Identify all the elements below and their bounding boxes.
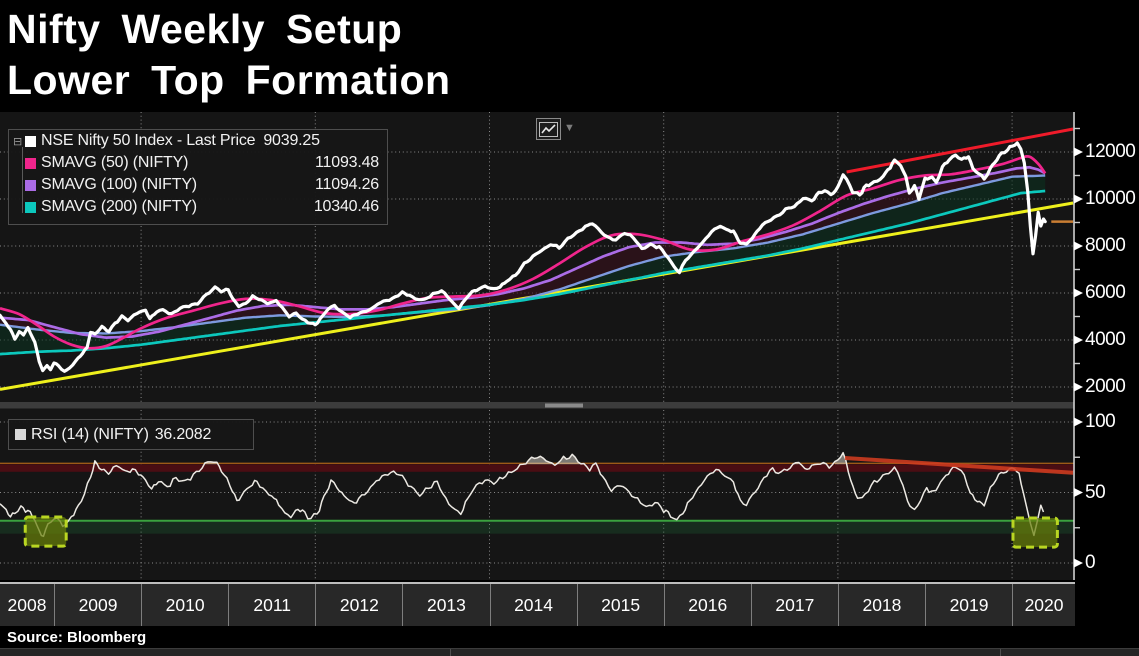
y-axis-tick-arrow [1074, 335, 1083, 345]
price-line [0, 141, 1047, 373]
rsi-legend-value: 36.2082 [154, 425, 212, 443]
x-axis-year-label: 2009 [54, 584, 141, 626]
y-axis-tick-arrow [1074, 488, 1083, 497]
rsi-overbought-band [0, 464, 1074, 472]
panel-divider[interactable] [0, 402, 1074, 409]
rsi-trendline[interactable] [844, 456, 1074, 475]
legend-label: SMAVG (200) (NIFTY) [41, 198, 197, 215]
legend-label: NSE Nifty 50 Index - Last Price [41, 132, 256, 149]
legend-swatch [25, 157, 36, 169]
legend-label: SMAVG (50) (NIFTY) [41, 154, 189, 171]
main-y-tick-label: 2000 [1085, 376, 1126, 397]
legend-tree-line [22, 147, 23, 213]
chart-type-button[interactable] [536, 118, 561, 140]
chart-title-line1: Nifty Weekly Setup [7, 6, 403, 52]
x-axis-year-strip: 2008 2009 2010 2011 2012 2013 2014 2015 2016 2017… [0, 582, 1075, 626]
y-axis-tick-arrow [1074, 241, 1083, 251]
line-chart-icon [539, 121, 558, 137]
legend-item[interactable]: SMAVG (200) (NIFTY) 10340.46 [9, 196, 387, 218]
smavg-50-line [0, 154, 1047, 350]
source-bar: Source: Bloomberg [0, 626, 1139, 648]
legend-item[interactable]: SMAVG (50) (NIFTY) 11093.48 [9, 152, 387, 174]
smavg-100-line [0, 165, 1046, 339]
legend-label: SMAVG (100) (NIFTY) [41, 176, 197, 193]
y-axis-tick-arrow [1074, 147, 1083, 157]
x-axis-year-label: 2019 [925, 584, 1012, 626]
x-axis-year-label: 2014 [489, 584, 577, 626]
oversold-annotation-box[interactable] [1011, 516, 1059, 549]
x-axis-year-label: 2016 [663, 584, 751, 626]
rsi-y-tick-label: 100 [1085, 411, 1116, 432]
legend-swatch [25, 179, 36, 191]
bottom-strip [0, 648, 1139, 656]
legend-swatch [25, 201, 36, 213]
legend-value: 11093.48 [315, 154, 379, 171]
legend-value: 9039.25 [263, 132, 320, 149]
rsi-legend-swatch [15, 429, 26, 440]
rsi-y-tick-label: 50 [1085, 481, 1106, 503]
y-axis-tick-arrow [1074, 417, 1083, 427]
main-y-tick-label: 10000 [1085, 188, 1136, 209]
main-y-tick-label: 4000 [1085, 329, 1126, 350]
chart-title: Nifty Weekly Setup Lower Top Formation [7, 4, 451, 106]
main-y-tick-label: 6000 [1085, 282, 1126, 303]
legend-item[interactable]: ⊟ NSE Nifty 50 Index - Last Price 9039.25 [9, 130, 387, 152]
legend-value: 11094.26 [315, 176, 379, 193]
chart-type-dropdown-arrow[interactable]: ▼ [564, 122, 575, 134]
panel-divider-grip[interactable] [545, 403, 583, 408]
rsi-legend-label: RSI (14) (NIFTY) [31, 425, 149, 443]
ma-fill-maroon [0, 167, 1046, 338]
smavg-200-line [0, 189, 1046, 356]
chart-title-line2: Lower Top Formation [7, 57, 451, 103]
rsi-line [0, 451, 1045, 538]
legend-item[interactable]: SMAVG (100) (NIFTY) 11094.26 [9, 174, 387, 196]
oversold-annotation-box[interactable] [23, 515, 68, 548]
y-axis-tick-arrow [1074, 558, 1083, 568]
x-axis-year-label: 2018 [837, 584, 925, 626]
y-axis-tick-arrow [1074, 288, 1083, 298]
x-axis-year-label: 2017 [750, 584, 838, 626]
source-text: Source: Bloomberg [7, 628, 147, 646]
x-axis-year-label: 2008 [7, 594, 47, 615]
rsi-overbought-fill [522, 456, 552, 465]
main-y-tick-label: 8000 [1085, 235, 1126, 256]
x-axis-year-label: 2012 [315, 584, 402, 626]
x-axis-year-label: 2020 [1012, 584, 1075, 626]
y-axis-tick-arrow [1074, 382, 1083, 392]
bottom-strip-divider [1000, 649, 1001, 656]
main-y-tick-label: 12000 [1085, 141, 1136, 162]
x-axis-year-label: 2010 [141, 584, 228, 626]
resistance-trendline[interactable] [846, 127, 1074, 174]
y-axis-tick-arrow [1074, 194, 1083, 204]
legend-swatch [25, 135, 36, 147]
rsi-y-tick-label: 0 [1085, 552, 1096, 573]
x-axis-year-label: 2013 [402, 584, 489, 626]
legend-value: 10340.46 [313, 198, 379, 215]
legend-collapse-icon[interactable]: ⊟ [13, 135, 23, 148]
main-chart-legend[interactable]: ⊟ NSE Nifty 50 Index - Last Price 9039.25 S… [8, 129, 388, 225]
x-axis-year-label: 2011 [228, 584, 315, 626]
bottom-strip-divider [450, 649, 451, 656]
x-axis-year-label: 2015 [576, 584, 664, 626]
rsi-oversold-band [0, 521, 1074, 534]
rsi-legend[interactable]: RSI (14) (NIFTY) 36.2082 [8, 419, 254, 450]
